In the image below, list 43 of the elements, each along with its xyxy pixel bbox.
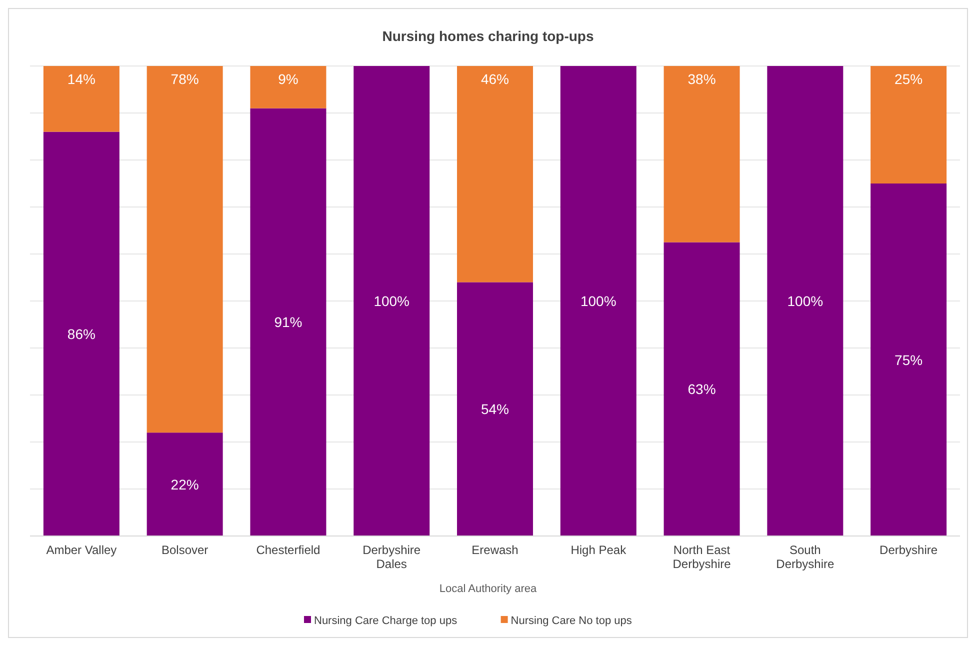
data-label: 14%	[67, 71, 96, 87]
data-label: 91%	[274, 314, 302, 330]
data-label: 46%	[480, 71, 510, 87]
bar	[250, 108, 326, 536]
bar	[43, 132, 120, 536]
bar	[146, 66, 223, 433]
bar	[250, 66, 326, 108]
legend-label: Nursing Care Charge top ups	[314, 615, 458, 627]
x-tick-label: Bolsover	[161, 543, 208, 557]
data-label: 25%	[894, 71, 923, 87]
bar	[43, 66, 120, 132]
bar	[560, 66, 636, 536]
data-label: 78%	[170, 71, 199, 87]
x-axis-title: Local Authority area	[439, 583, 538, 595]
bar	[457, 66, 533, 282]
x-tick-label: Amber Valley	[46, 543, 117, 557]
bar	[870, 66, 947, 184]
bar	[767, 66, 844, 536]
x-tick-label: Erewash	[472, 543, 518, 557]
bar	[354, 66, 430, 536]
data-label: 9%	[278, 71, 298, 87]
data-label: 100%	[580, 293, 616, 309]
data-label: 22%	[170, 476, 199, 492]
bar	[146, 432, 223, 536]
data-label: 86%	[67, 326, 96, 342]
data-label: 100%	[787, 293, 824, 309]
x-tick-label: North East Derbyshire	[672, 543, 732, 571]
data-label: 38%	[688, 71, 716, 87]
bar	[664, 242, 740, 536]
chart-title: Nursing homes charing top-ups	[382, 28, 594, 44]
data-label: 75%	[894, 352, 923, 368]
x-tick-label: Chesterfield	[256, 543, 320, 557]
x-tick-label: South Derbyshire	[776, 543, 834, 571]
legend-label: Nursing Care No top ups	[510, 615, 632, 627]
data-label: 100%	[374, 293, 410, 309]
bar	[664, 66, 740, 242]
x-tick-label: High Peak	[570, 543, 628, 557]
x-tick-label: Derbyshire	[880, 543, 938, 557]
data-label: 54%	[480, 401, 510, 418]
data-label: 63%	[688, 381, 716, 398]
bar	[870, 184, 947, 536]
bar	[457, 282, 533, 536]
x-tick-label: Derbyshire Dales	[362, 543, 421, 571]
